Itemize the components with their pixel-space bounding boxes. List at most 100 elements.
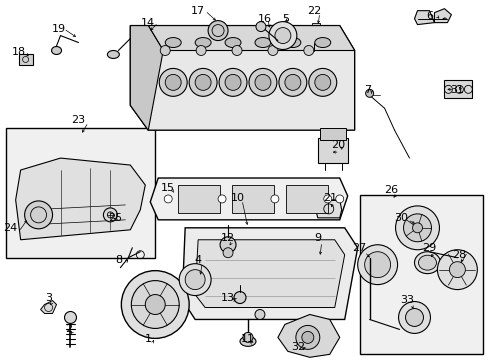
Circle shape [254, 75, 270, 90]
Text: 32: 32 [290, 342, 305, 352]
Circle shape [224, 75, 241, 90]
Ellipse shape [314, 37, 330, 48]
Polygon shape [130, 26, 354, 130]
Circle shape [254, 310, 264, 319]
Text: 11: 11 [241, 334, 254, 345]
Text: 3: 3 [45, 293, 52, 302]
Text: 10: 10 [230, 193, 244, 203]
Circle shape [219, 68, 246, 96]
Circle shape [189, 68, 217, 96]
Text: 18: 18 [12, 48, 26, 58]
Circle shape [448, 262, 465, 278]
Circle shape [303, 45, 313, 55]
Polygon shape [130, 26, 163, 130]
Circle shape [179, 264, 211, 296]
Circle shape [335, 195, 343, 203]
Circle shape [165, 75, 181, 90]
Text: 4: 4 [194, 255, 201, 265]
Circle shape [301, 332, 313, 343]
Circle shape [121, 271, 189, 338]
Circle shape [164, 195, 172, 203]
Bar [285, 185, 327, 213]
Polygon shape [315, 200, 341, 218]
Text: 15: 15 [161, 183, 175, 193]
Text: 30: 30 [394, 213, 407, 223]
Circle shape [268, 22, 296, 50]
Circle shape [412, 223, 422, 233]
Circle shape [255, 22, 265, 32]
Text: 13: 13 [221, 293, 235, 302]
Text: 22: 22 [306, 6, 320, 15]
Circle shape [223, 248, 233, 258]
Polygon shape [182, 228, 357, 319]
Circle shape [405, 309, 423, 327]
Ellipse shape [414, 252, 440, 274]
Circle shape [274, 28, 290, 44]
Text: 5: 5 [282, 14, 289, 24]
Text: 19: 19 [51, 24, 65, 33]
Text: 21: 21 [322, 193, 336, 203]
Polygon shape [433, 9, 450, 23]
Text: 23: 23 [71, 115, 85, 125]
Text: 14: 14 [141, 18, 155, 28]
Text: 9: 9 [314, 233, 321, 243]
Text: 20: 20 [330, 140, 344, 150]
Circle shape [24, 201, 52, 229]
Text: 27: 27 [352, 243, 366, 253]
Bar [319, 128, 345, 140]
Text: 2: 2 [65, 324, 72, 334]
Bar [232, 185, 273, 213]
Ellipse shape [51, 46, 61, 54]
Circle shape [243, 332, 252, 342]
Ellipse shape [254, 37, 270, 48]
Ellipse shape [224, 37, 241, 48]
Text: 24: 24 [3, 223, 18, 233]
Circle shape [196, 45, 205, 55]
Circle shape [364, 252, 390, 278]
Circle shape [295, 325, 319, 349]
Ellipse shape [418, 255, 436, 270]
Circle shape [323, 195, 331, 203]
Text: 6: 6 [425, 11, 432, 21]
Circle shape [270, 195, 278, 203]
Text: 31: 31 [449, 85, 464, 95]
Polygon shape [41, 301, 57, 314]
Polygon shape [148, 26, 354, 50]
Circle shape [437, 250, 476, 289]
Ellipse shape [165, 37, 181, 48]
Text: 16: 16 [257, 14, 271, 24]
Circle shape [285, 75, 300, 90]
Circle shape [403, 214, 430, 242]
Circle shape [234, 292, 245, 303]
Circle shape [208, 21, 227, 41]
Bar [307, 28, 329, 46]
Circle shape [195, 75, 211, 90]
Text: 17: 17 [191, 6, 205, 15]
Circle shape [314, 75, 330, 90]
Ellipse shape [107, 50, 119, 58]
Text: 33: 33 [400, 294, 414, 305]
Circle shape [267, 45, 277, 55]
Circle shape [218, 195, 225, 203]
Circle shape [220, 237, 236, 253]
Ellipse shape [285, 37, 300, 48]
Bar [178, 185, 220, 213]
Circle shape [278, 68, 306, 96]
Ellipse shape [240, 336, 255, 346]
Circle shape [131, 280, 179, 328]
Text: 1: 1 [144, 334, 151, 345]
Text: 26: 26 [384, 185, 398, 195]
Text: 8: 8 [115, 255, 122, 265]
Text: 7: 7 [364, 85, 370, 95]
Circle shape [232, 45, 242, 55]
Bar [444, 80, 471, 98]
Circle shape [145, 294, 165, 315]
Circle shape [159, 68, 187, 96]
Text: 12: 12 [221, 233, 235, 243]
Circle shape [103, 208, 117, 222]
Bar [6, 128, 155, 258]
Polygon shape [414, 11, 433, 24]
Circle shape [398, 302, 429, 333]
Circle shape [308, 68, 336, 96]
Circle shape [357, 245, 397, 285]
